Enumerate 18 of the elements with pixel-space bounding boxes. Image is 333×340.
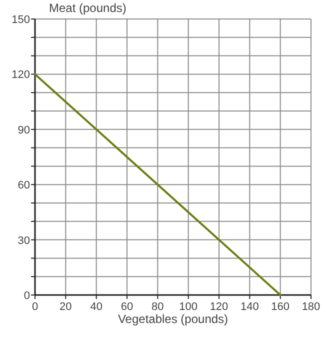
x-tick-label: 80	[152, 301, 164, 313]
y-tick-label: 30	[18, 234, 30, 247]
x-tick-label: 20	[60, 301, 72, 313]
x-tick-label: 100	[179, 301, 198, 313]
y-tick-label: 150	[12, 14, 30, 26]
x-axis-title: Vegetables (pounds)	[118, 312, 228, 326]
y-tick-label: 60	[18, 180, 30, 192]
y-tick-label: 120	[12, 69, 30, 82]
x-tick-label: 40	[90, 301, 102, 313]
x-tick-label: 160	[271, 301, 290, 313]
x-tick-label: 60	[120, 301, 134, 313]
y-tick-label: 90	[18, 124, 30, 136]
x-tick-label: 140	[240, 301, 259, 313]
x-tick-label: 0	[32, 301, 38, 313]
x-tick-label: 120	[210, 301, 228, 313]
y-axis-title: Meat (pounds)	[49, 1, 126, 15]
x-tick-label: 180	[302, 301, 320, 313]
y-tick-label: 0	[24, 290, 30, 302]
